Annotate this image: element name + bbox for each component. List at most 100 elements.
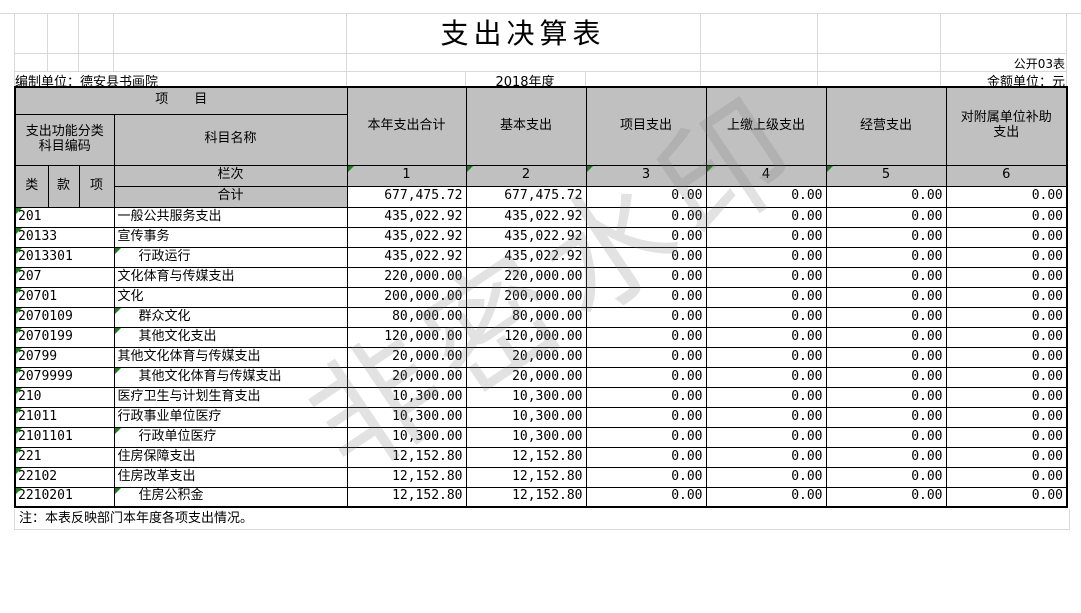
cell-amount[interactable]: 0.00 — [705, 466, 827, 488]
cell-amount[interactable]: 12,152.80 — [346, 446, 467, 468]
cell-amount[interactable]: 0.00 — [945, 346, 1068, 368]
header-func-code[interactable]: 支出功能分类 科目编码 — [14, 113, 115, 166]
cell-amount[interactable]: 0.00 — [825, 446, 947, 468]
cell-amount[interactable]: 200,000.00 — [346, 286, 467, 308]
cell-subject[interactable]: 住房改革支出 — [113, 466, 348, 488]
cell-subject[interactable]: 群众文化 — [113, 306, 348, 328]
cell-subject[interactable]: 一般公共服务支出 — [113, 206, 348, 228]
cell-amount[interactable]: 10,300.00 — [346, 426, 467, 448]
total-amount[interactable]: 0.00 — [585, 185, 707, 208]
header-col-num-4[interactable]: 4 — [705, 164, 827, 187]
cell-amount[interactable]: 0.00 — [705, 286, 827, 308]
cell-code[interactable]: 2101101 — [14, 426, 115, 448]
cell-code[interactable]: 221 — [14, 446, 115, 468]
cell-amount[interactable]: 80,000.00 — [465, 306, 587, 328]
cell-amount[interactable]: 435,022.92 — [465, 246, 587, 268]
cell-amount[interactable]: 0.00 — [585, 246, 707, 268]
cell-code[interactable]: 207 — [14, 266, 115, 288]
cell-amount[interactable]: 12,152.80 — [465, 486, 587, 508]
cell-amount[interactable]: 0.00 — [585, 486, 707, 508]
cell-amount[interactable]: 0.00 — [705, 226, 827, 248]
header-col-upturn[interactable]: 上缴上级支出 — [705, 86, 827, 166]
cell-amount[interactable]: 0.00 — [705, 346, 827, 368]
cell-amount[interactable]: 0.00 — [705, 246, 827, 268]
cell-amount[interactable]: 0.00 — [705, 326, 827, 348]
cell-amount[interactable]: 0.00 — [825, 246, 947, 268]
cell-subject[interactable]: 行政单位医疗 — [113, 426, 348, 448]
header-col-total-year[interactable]: 本年支出合计 — [346, 86, 467, 166]
cell-amount[interactable]: 0.00 — [945, 426, 1068, 448]
cell-amount[interactable]: 0.00 — [825, 206, 947, 228]
cell-subject[interactable]: 其他文化支出 — [113, 326, 348, 348]
cell-amount[interactable]: 220,000.00 — [346, 266, 467, 288]
cell-subject[interactable]: 医疗卫生与计划生育支出 — [113, 386, 348, 408]
cell-amount[interactable]: 0.00 — [705, 366, 827, 388]
cell-amount[interactable]: 0.00 — [825, 386, 947, 408]
header-col-operating[interactable]: 经营支出 — [825, 86, 947, 166]
cell-amount[interactable]: 0.00 — [825, 346, 947, 368]
cell-amount[interactable]: 0.00 — [945, 266, 1068, 288]
cell-amount[interactable]: 0.00 — [585, 386, 707, 408]
cell-amount[interactable]: 200,000.00 — [465, 286, 587, 308]
cell-amount[interactable]: 10,300.00 — [346, 386, 467, 408]
header-col-basic[interactable]: 基本支出 — [465, 86, 587, 166]
cell-amount[interactable]: 10,300.00 — [346, 406, 467, 428]
cell-amount[interactable]: 0.00 — [705, 386, 827, 408]
total-amount[interactable]: 677,475.72 — [465, 185, 587, 208]
cell-amount[interactable]: 0.00 — [705, 306, 827, 328]
cell-code[interactable]: 20799 — [14, 346, 115, 368]
cell-amount[interactable]: 0.00 — [705, 206, 827, 228]
cell-amount[interactable]: 0.00 — [825, 366, 947, 388]
header-col-subsidy[interactable]: 对附属单位补助 支出 — [945, 86, 1068, 166]
cell-amount[interactable]: 0.00 — [825, 326, 947, 348]
cell-amount[interactable]: 10,300.00 — [465, 406, 587, 428]
cell-amount[interactable]: 0.00 — [585, 226, 707, 248]
cell-code[interactable]: 22102 — [14, 466, 115, 488]
cell-subject[interactable]: 其他文化体育与传媒支出 — [113, 346, 348, 368]
cell-amount[interactable]: 435,022.92 — [346, 206, 467, 228]
cell-amount[interactable]: 0.00 — [945, 366, 1068, 388]
cell-subject[interactable]: 文化体育与传媒支出 — [113, 266, 348, 288]
cell-code[interactable]: 2013301 — [14, 246, 115, 268]
cell-amount[interactable]: 0.00 — [945, 466, 1068, 488]
header-col-num-3[interactable]: 3 — [585, 164, 707, 187]
cell-amount[interactable]: 220,000.00 — [465, 266, 587, 288]
cell-amount[interactable]: 20,000.00 — [465, 346, 587, 368]
cell-amount[interactable]: 12,152.80 — [346, 466, 467, 488]
cell-amount[interactable]: 0.00 — [945, 406, 1068, 428]
cell-amount[interactable]: 0.00 — [945, 446, 1068, 468]
header-project[interactable]: 项 目 — [14, 86, 348, 115]
cell-amount[interactable]: 20,000.00 — [346, 346, 467, 368]
cell-code[interactable]: 210 — [14, 386, 115, 408]
cell-amount[interactable]: 0.00 — [585, 286, 707, 308]
cell-subject[interactable]: 其他文化体育与传媒支出 — [113, 366, 348, 388]
cell-amount[interactable]: 0.00 — [585, 306, 707, 328]
header-item[interactable]: 项 — [78, 164, 115, 208]
cell-amount[interactable]: 0.00 — [585, 406, 707, 428]
header-subject-name[interactable]: 科目名称 — [113, 113, 348, 166]
total-amount[interactable]: 0.00 — [825, 185, 947, 208]
cell-amount[interactable]: 0.00 — [825, 306, 947, 328]
cell-amount[interactable]: 12,152.80 — [465, 466, 587, 488]
cell-amount[interactable]: 0.00 — [825, 266, 947, 288]
total-amount[interactable]: 677,475.72 — [346, 185, 467, 208]
cell-amount[interactable]: 0.00 — [945, 326, 1068, 348]
cell-amount[interactable]: 0.00 — [705, 406, 827, 428]
cell-amount[interactable]: 0.00 — [945, 286, 1068, 308]
cell-amount[interactable]: 435,022.92 — [465, 226, 587, 248]
cell-amount[interactable]: 0.00 — [825, 486, 947, 508]
cell-amount[interactable]: 435,022.92 — [465, 206, 587, 228]
cell-code[interactable]: 2079999 — [14, 366, 115, 388]
cell-amount[interactable]: 0.00 — [945, 486, 1068, 508]
cell-amount[interactable]: 0.00 — [705, 266, 827, 288]
cell-amount[interactable]: 120,000.00 — [346, 326, 467, 348]
cell-code[interactable]: 2210201 — [14, 486, 115, 508]
cell-amount[interactable]: 20,000.00 — [465, 366, 587, 388]
cell-amount[interactable]: 0.00 — [585, 206, 707, 228]
cell-subject[interactable]: 住房保障支出 — [113, 446, 348, 468]
cell-amount[interactable]: 10,300.00 — [465, 386, 587, 408]
header-col-num-6[interactable]: 6 — [945, 164, 1068, 187]
cell-amount[interactable]: 0.00 — [705, 446, 827, 468]
total-label[interactable]: 合计 — [113, 185, 348, 208]
cell-amount[interactable]: 0.00 — [945, 226, 1068, 248]
